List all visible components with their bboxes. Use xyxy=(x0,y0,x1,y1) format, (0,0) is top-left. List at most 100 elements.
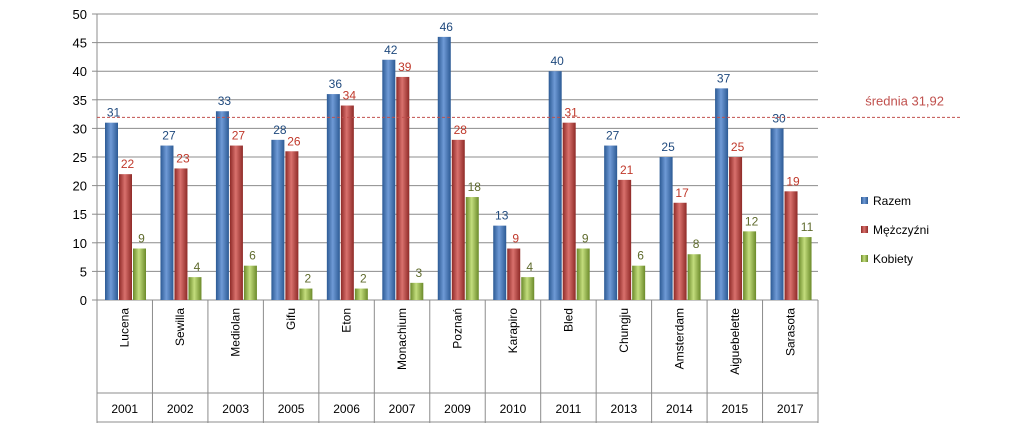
average-line: średnia 31,92 xyxy=(97,93,962,118)
bars xyxy=(105,36,812,301)
year-label: 2014 xyxy=(666,402,693,416)
y-tick-label: 20 xyxy=(73,179,87,194)
bar-razem xyxy=(548,71,562,300)
year-label: 2017 xyxy=(777,402,804,416)
legend-label: Kobiety xyxy=(873,252,913,266)
year-label: 2010 xyxy=(500,402,527,416)
data-label: 23 xyxy=(176,151,190,165)
data-label: 28 xyxy=(273,123,287,137)
data-label: 30 xyxy=(772,111,786,125)
bar-kobiety xyxy=(243,265,257,300)
data-label: 9 xyxy=(138,232,145,246)
bar-kobiety xyxy=(743,231,757,300)
bar-kobiety xyxy=(354,288,368,300)
year-label: 2001 xyxy=(111,402,138,416)
data-label: 25 xyxy=(661,140,675,154)
data-label: 31 xyxy=(107,106,121,120)
data-label: 4 xyxy=(194,260,201,274)
legend-swatch xyxy=(861,197,868,204)
bar-kobiety xyxy=(133,248,146,300)
bar-razem xyxy=(493,225,507,300)
data-label: 27 xyxy=(606,129,620,143)
data-label: 46 xyxy=(440,20,454,34)
data-label: 42 xyxy=(384,43,398,57)
y-tick-label: 40 xyxy=(73,64,87,79)
year-label: 2003 xyxy=(222,402,249,416)
category-label: Aiguebelette xyxy=(728,308,742,375)
data-label: 12 xyxy=(745,214,759,228)
data-label: 27 xyxy=(162,129,176,143)
legend-label: Razem xyxy=(873,194,911,208)
data-label: 17 xyxy=(675,186,689,200)
data-label: 11 xyxy=(801,220,814,234)
y-tick-label: 0 xyxy=(80,293,87,308)
category-label: Poznań xyxy=(451,308,465,349)
data-label: 13 xyxy=(495,209,509,223)
data-label: 21 xyxy=(620,163,634,177)
year-label: 2015 xyxy=(721,402,748,416)
bar-razem xyxy=(105,122,118,301)
year-label: 2007 xyxy=(389,402,416,416)
legend-swatch xyxy=(861,255,868,262)
category-label: Bled xyxy=(561,308,575,332)
bar-razem xyxy=(215,111,229,301)
year-label: 2011 xyxy=(556,402,582,416)
y-tick-label: 45 xyxy=(73,36,87,51)
category-axis: Lucena 2001 Sewilla 2002 Mediolan 2003 Gifu 200… xyxy=(96,300,819,423)
category-label: Chungju xyxy=(617,308,631,353)
bar-mczyni xyxy=(451,139,465,300)
data-label: 9 xyxy=(582,232,589,246)
category-label: Karapiro xyxy=(506,308,520,354)
legend-label: Mężczyźni xyxy=(873,223,929,237)
bar-razem xyxy=(659,157,673,300)
category-label: Amsterdam xyxy=(672,308,686,369)
bar-razem xyxy=(271,139,285,300)
category-label: Eton xyxy=(340,308,354,333)
year-label: 2002 xyxy=(167,402,194,416)
bar-razem xyxy=(382,59,396,301)
bar-razem xyxy=(770,128,784,300)
bar-kobiety xyxy=(521,277,535,300)
bar-kobiety xyxy=(410,282,424,300)
category-label: Monachium xyxy=(395,308,409,370)
year-label: 2006 xyxy=(333,402,360,416)
bar-razem xyxy=(326,94,340,300)
y-tick-label: 50 xyxy=(73,7,87,22)
y-tick-label: 15 xyxy=(73,207,87,222)
bar-kobiety xyxy=(632,265,646,300)
data-label: 2 xyxy=(305,272,312,286)
bar-razem xyxy=(715,88,729,300)
bar-razem xyxy=(604,145,618,300)
category-label: Lucena xyxy=(118,308,132,348)
legend: Razem Mężczyźni Kobiety xyxy=(861,194,929,266)
bar-kobiety xyxy=(687,254,701,300)
data-label: 9 xyxy=(512,232,519,246)
bar-mczyni xyxy=(229,145,243,300)
data-label: 37 xyxy=(717,71,731,85)
bar-mczyni xyxy=(340,105,354,301)
bar-razem xyxy=(160,145,174,300)
bar-kobiety xyxy=(576,248,590,300)
y-tick-label: 35 xyxy=(73,93,87,108)
category-label: Sarasota xyxy=(783,308,797,356)
bar-razem xyxy=(437,36,451,300)
average-label: średnia 31,92 xyxy=(865,93,944,108)
data-label: 25 xyxy=(731,140,745,154)
year-label: 2009 xyxy=(444,402,471,416)
bar-mczyni xyxy=(673,202,687,300)
y-tick-label: 10 xyxy=(73,236,87,251)
data-label: 31 xyxy=(565,106,579,120)
data-label: 27 xyxy=(232,129,246,143)
data-label: 4 xyxy=(526,260,533,274)
bar-mczyni xyxy=(562,122,576,301)
y-tick-label: 25 xyxy=(73,150,87,165)
category-label: Gifu xyxy=(284,308,298,330)
data-label: 2 xyxy=(360,272,367,286)
bar-mczyni xyxy=(285,151,299,300)
data-label: 19 xyxy=(786,174,800,188)
bar-mczyni xyxy=(174,168,188,300)
category-label: Mediolan xyxy=(229,308,243,357)
data-label: 6 xyxy=(637,249,644,263)
axes: 0 5 10 15 20 25 30 35 40 45 50 xyxy=(73,7,98,423)
